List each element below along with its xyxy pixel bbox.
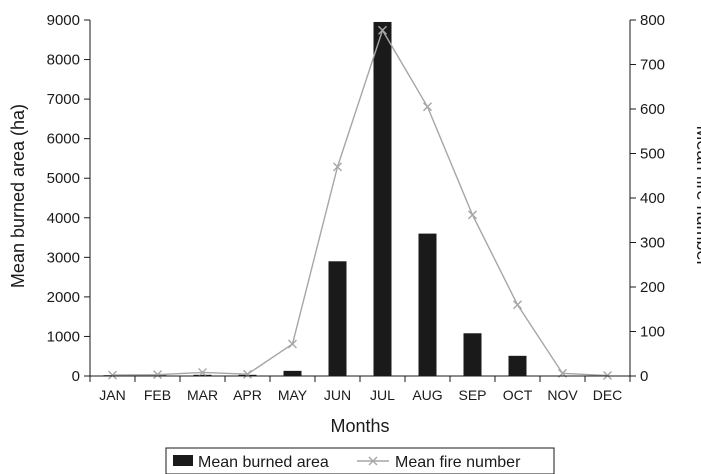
bar-oct [508,355,527,376]
right-tick-label: 0 [640,368,648,385]
x-axis-title: Months [330,416,389,436]
x-axis-ticks: JAN FEB MAR APR MAY JUN JUL AUG SEP OCT NOV DEC [89,376,631,403]
right-tick-label: 500 [640,146,665,163]
marker-aug [423,102,432,112]
marker-sep [468,210,477,220]
legend-marker-sample [368,456,378,466]
left-tick-label: 2000 [47,289,80,306]
x-tick-label-mar: MAR [187,387,218,403]
left-tick-label: 7000 [47,91,80,108]
left-tick-label: 3000 [47,249,80,266]
marker-mar [198,367,207,377]
left-tick-label: 9000 [47,12,80,29]
x-tick-label-sep: SEP [458,387,486,403]
x-tick-label-dec: DEC [593,387,623,403]
bar-jul [373,21,392,376]
marker-oct [513,300,522,310]
x-tick-label-may: MAY [278,387,308,403]
left-axis-title: Mean burned area (ha) [8,104,28,288]
marker-jun [333,162,342,172]
marker-jan [108,370,117,380]
bar-jun [328,261,347,376]
right-tick-label: 800 [640,12,665,29]
left-tick-label: 1000 [47,328,80,345]
fire-number-line [112,28,608,377]
bar-sep [463,333,482,376]
bar-mar [193,374,212,376]
right-tick-label: 400 [640,190,665,207]
marker-may [288,339,297,349]
right-axis-ticks: 0 100 200 300 400 500 600 700 800 [630,12,665,385]
legend-swatch-burned-area [173,455,193,466]
right-tick-label: 300 [640,235,665,252]
x-tick-label-oct: OCT [503,387,533,403]
left-axis-ticks: 0 1000 2000 3000 4000 5000 6000 7000 8000 9000 [47,12,90,385]
marker-apr [243,369,252,379]
marker-jul [378,25,387,35]
left-tick-label: 8000 [47,52,80,69]
x-tick-label-jan: JAN [99,387,125,403]
legend: Mean burned area Mean fire number [165,447,555,474]
line-series [108,25,612,381]
marker-feb [153,370,162,380]
right-tick-label: 100 [640,324,665,341]
x-tick-label-feb: FEB [144,387,171,403]
x-tick-label-aug: AUG [412,387,442,403]
x-tick-label-jun: JUN [324,387,351,403]
x-tick-label-jul: JUL [370,387,395,403]
chart-axes [89,20,631,377]
legend-swatch-fire-number [357,456,389,466]
left-tick-label: 0 [72,368,80,385]
bar-apr [238,374,257,376]
right-tick-label: 600 [640,101,665,118]
right-tick-label: 200 [640,279,665,296]
legend-label-fire-number: Mean fire number [395,454,521,471]
left-tick-label: 5000 [47,170,80,187]
right-tick-label: 700 [640,57,665,74]
x-tick-label-nov: NOV [547,387,578,403]
bar-aug [418,233,437,376]
left-tick-label: 4000 [47,210,80,227]
legend-label-burned-area: Mean burned area [198,454,329,471]
right-axis-title: Mean fire number [693,125,701,266]
bar-may [283,370,302,376]
left-tick-label: 6000 [47,131,80,148]
bar-series [103,21,617,376]
x-tick-label-apr: APR [233,387,262,403]
